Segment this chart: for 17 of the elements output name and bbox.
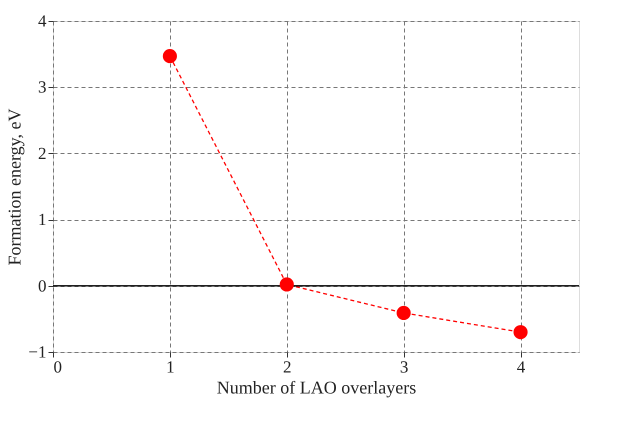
x-tick-label: 1 — [166, 358, 175, 376]
y-tick-label: 3 — [38, 78, 46, 97]
point — [162, 49, 177, 64]
x-tick-label: 4 — [516, 358, 526, 376]
x-tick-label: 3 — [400, 358, 408, 376]
y-axis-title: Formation energy, eV — [4, 108, 24, 266]
y-tick-label: 1 — [38, 210, 46, 230]
y-tick-label: 4 — [38, 12, 47, 30]
x-tick-label: 2 — [283, 358, 292, 376]
x-axis-title: Number of LAO overlayers — [216, 378, 416, 398]
point — [513, 325, 528, 340]
y-tick-label: 0 — [38, 276, 46, 296]
point — [396, 306, 411, 320]
x-tick-label: 0 — [54, 358, 62, 376]
y-tick-label: −1 — [28, 342, 46, 362]
y-tick-label: 2 — [38, 144, 46, 163]
point — [280, 277, 294, 292]
